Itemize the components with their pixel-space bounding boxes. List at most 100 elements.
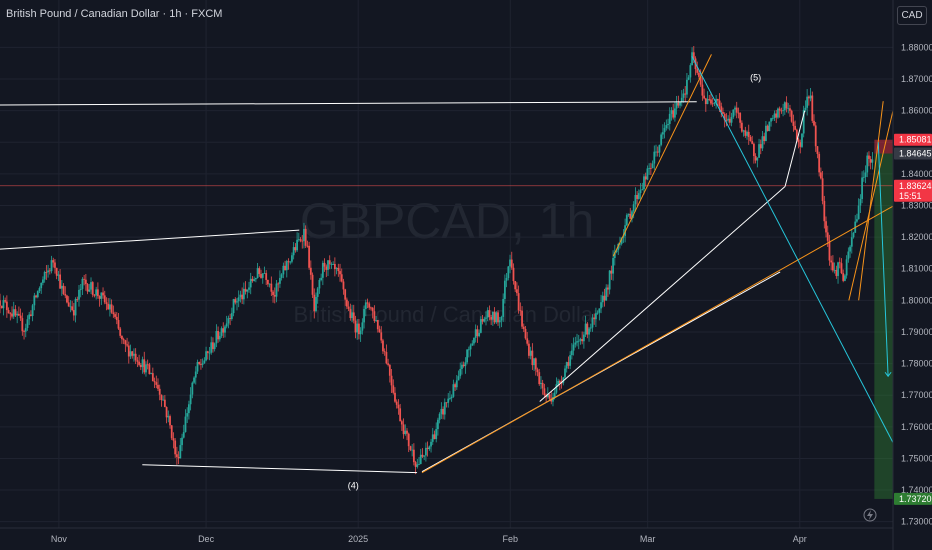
currency-badge[interactable]: CAD: [897, 6, 927, 25]
candle-body: [102, 292, 104, 296]
candle-body: [452, 384, 455, 397]
candle-body: [601, 295, 604, 303]
candle-body: [787, 108, 790, 110]
candle-body: [658, 144, 661, 153]
candle-body: [577, 340, 580, 342]
stop-price-label: [894, 133, 932, 146]
trend-line-white: [0, 101, 697, 106]
candle-body: [93, 294, 96, 296]
candle-body: [490, 317, 493, 320]
candle-body: [79, 288, 82, 290]
trend-line-orange: [858, 101, 884, 301]
candle-body: [816, 146, 819, 154]
candle-body: [734, 107, 736, 110]
candle-body: [564, 368, 566, 378]
candle-body: [117, 320, 120, 329]
candle-body: [651, 163, 654, 169]
y-tick-label: 1.79000: [901, 327, 932, 337]
candle-body: [74, 299, 77, 316]
candle-body: [399, 408, 402, 422]
candle-body: [198, 362, 201, 365]
candle-body: [112, 312, 115, 315]
target-price-label: [894, 492, 932, 505]
candle-body: [4, 300, 7, 302]
candle-body: [445, 402, 448, 404]
y-tick-label: 1.88000: [901, 42, 932, 52]
candle-body: [687, 77, 690, 80]
candle-body: [619, 243, 621, 245]
candle-body: [691, 52, 693, 66]
candle-body: [265, 273, 268, 280]
candle-body: [167, 416, 170, 418]
candle-body: [308, 245, 311, 268]
candle-body: [371, 307, 374, 312]
candle-body: [179, 445, 182, 459]
candle-body: [40, 282, 43, 289]
candle-body: [684, 93, 687, 95]
candle-body: [713, 102, 716, 104]
x-tick-label: Mar: [640, 534, 656, 544]
candle-body: [735, 107, 738, 113]
candle-body: [536, 369, 539, 373]
candle-body: [696, 69, 699, 73]
candle-body: [856, 219, 858, 222]
candle-body: [457, 376, 460, 381]
candle-body: [208, 352, 211, 354]
candle-body: [830, 260, 833, 263]
candle-body: [321, 262, 324, 278]
candle-body: [162, 399, 165, 401]
watermark-symbol: GBPCAD, 1h: [300, 193, 595, 249]
candle-body: [840, 263, 843, 274]
candle-body: [732, 109, 735, 118]
candle-body: [850, 237, 853, 247]
y-tick-label: 1.83000: [901, 201, 932, 211]
candle-body: [503, 280, 506, 299]
candle-body: [277, 283, 280, 285]
candle-body: [862, 177, 865, 178]
candle-body: [335, 267, 338, 270]
candle-body: [291, 255, 293, 262]
candle-body: [170, 425, 173, 439]
candle-body: [212, 342, 214, 350]
candle-body: [50, 260, 53, 272]
candle-body: [165, 406, 168, 418]
candle-body: [351, 312, 353, 319]
candle-body: [466, 349, 469, 363]
candle-body: [838, 262, 841, 264]
candle-body: [177, 456, 180, 459]
candle-body: [256, 268, 259, 278]
candle-body: [540, 382, 542, 385]
candle-body: [203, 360, 206, 364]
candle-body: [418, 463, 420, 465]
candle-body: [303, 228, 305, 242]
candle-body: [469, 345, 472, 350]
candle-body: [596, 312, 599, 314]
candle-body: [139, 364, 142, 368]
candle-body: [450, 396, 453, 399]
candle-body: [766, 125, 769, 132]
candle-body: [524, 328, 527, 339]
candle-body: [96, 289, 99, 297]
candle-body: [454, 384, 456, 388]
candle-body: [558, 380, 561, 383]
candle-body: [686, 79, 688, 95]
candle-body: [744, 130, 747, 136]
candle-body: [337, 267, 340, 272]
y-tick-label: 1.86000: [901, 106, 932, 116]
current-price-label: [894, 179, 932, 202]
candle-body: [361, 322, 364, 331]
candle-body: [522, 326, 525, 329]
candle-body: [857, 205, 860, 220]
candle-body: [706, 98, 709, 105]
candle-body: [512, 267, 515, 282]
candle-body: [301, 240, 304, 242]
projection-arrow-icon: [884, 371, 892, 378]
candle-body: [813, 120, 815, 126]
candle-body: [570, 350, 573, 356]
candle-body: [67, 302, 70, 307]
candle-body: [394, 392, 396, 402]
candle-body: [831, 262, 834, 271]
candle-body: [86, 284, 89, 292]
candle-body: [196, 362, 199, 372]
